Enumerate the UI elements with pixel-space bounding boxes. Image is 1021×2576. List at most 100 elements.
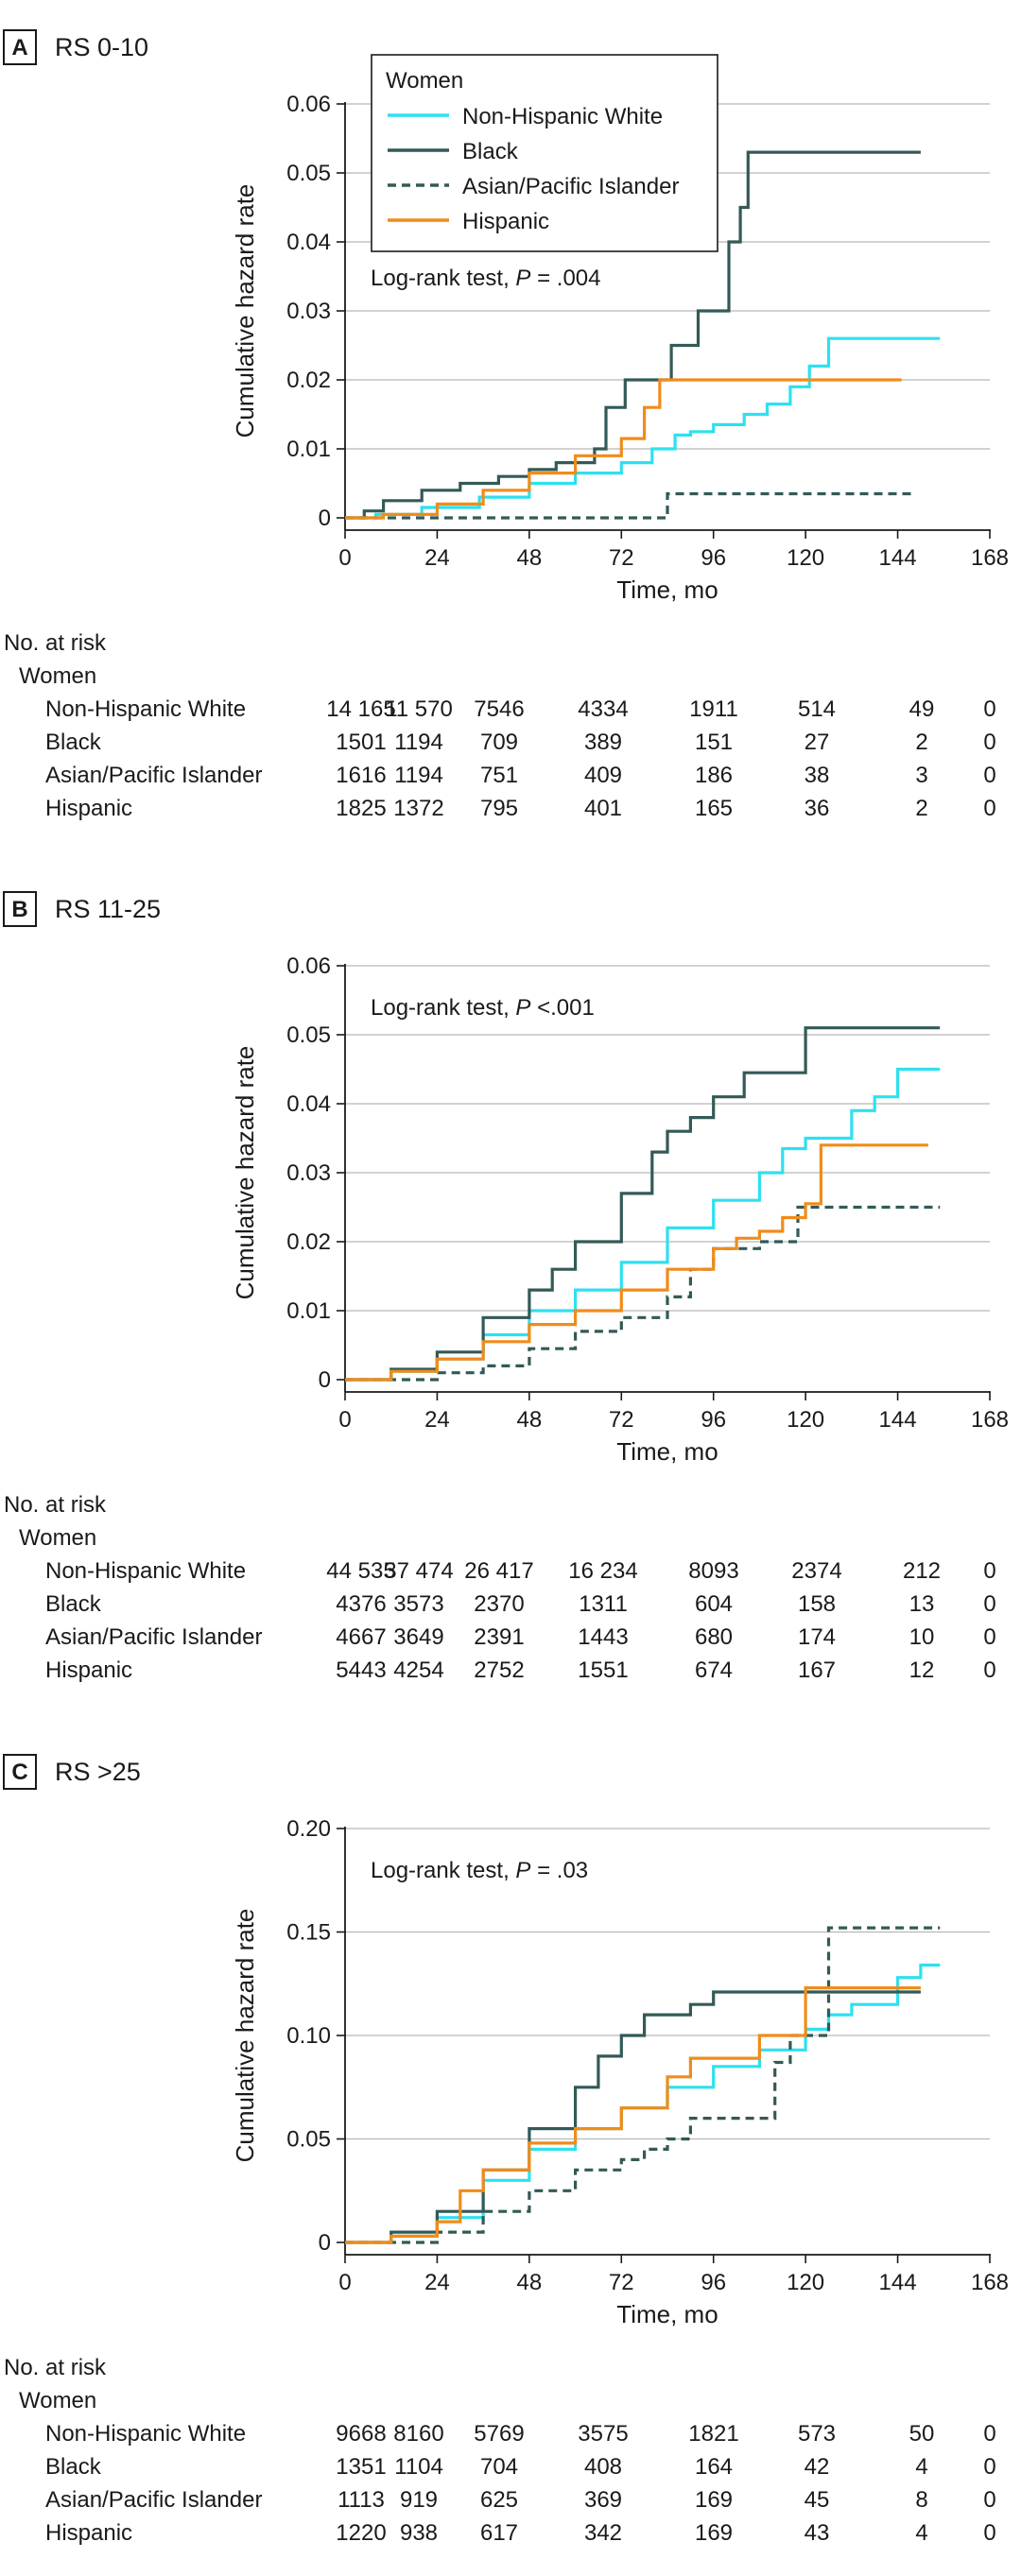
risk-cell: 169 [695,2487,733,2513]
risk-row-label: Black [45,730,102,755]
panel-title: RS >25 [55,1758,141,1786]
risk-cell: 0 [983,2520,995,2546]
x-tick-label: 144 [879,545,917,571]
y-tick-label: 0.02 [286,1229,331,1255]
series-line-hispanic [345,1986,921,2244]
panel-label-box [3,29,37,65]
risk-cell: 1443 [578,1624,628,1650]
risk-cell: 45 [805,2487,830,2513]
y-tick-label: 0.03 [286,299,331,324]
panel-label: B [11,897,27,922]
y-axis-label: Cumulative hazard rate [231,1909,259,2163]
x-tick-label: 48 [517,1407,543,1433]
risk-row-label: Black [45,2454,102,2480]
risk-cell: 3649 [393,1624,443,1650]
y-tick-label: 0.20 [286,1816,331,1842]
risk-cell: 50 [909,2421,935,2447]
risk-cell: 4376 [336,1591,386,1617]
risk-cell: 4 [915,2454,927,2480]
y-tick-label: 0 [319,506,331,531]
x-tick-label: 120 [787,1407,824,1433]
x-tick-label: 168 [971,1407,1009,1433]
risk-cell: 4334 [578,696,628,722]
x-tick-label: 96 [701,2270,726,2295]
risk-cell: 401 [584,796,622,821]
risk-cell: 0 [983,730,995,755]
x-tick-label: 96 [701,1407,726,1433]
risk-cell: 1113 [337,2487,385,2513]
x-tick-label: 48 [517,545,543,571]
risk-cell: 14 165 [326,696,395,722]
risk-row-label: Hispanic [45,796,132,821]
panel-label-box [3,891,37,927]
series-line-non-hispanic-white [345,1067,941,1382]
risk-cell: 1825 [336,796,386,821]
risk-table: No. at risk Women Non-Hispanic White 44 535… [4,1492,996,1683]
risk-cell: 3 [915,763,927,788]
x-tick-label: 24 [424,2270,450,2295]
risk-cell: 11 570 [385,696,453,722]
risk-cell: 43 [805,2520,830,2546]
series-line-black [345,150,921,520]
risk-row-label: Hispanic [45,2520,132,2546]
risk-cell: 169 [695,2520,733,2546]
panel-label: A [11,35,27,60]
panel-title: RS 0-10 [55,33,148,61]
legend-entry: Black [462,139,519,164]
panel-label-box [3,1754,37,1790]
risk-cell: 3575 [578,2421,628,2447]
x-tick-label: 120 [787,545,824,571]
legend-entry: Asian/Pacific Islander [462,174,679,199]
risk-table-group: Women [19,2388,96,2413]
risk-cell: 795 [480,796,518,821]
risk-row-label: Non-Hispanic White [45,2421,246,2447]
y-tick-label: 0.15 [286,1920,331,1946]
risk-table-group: Women [19,1525,96,1551]
risk-cell: 514 [798,696,836,722]
risk-cell: 0 [983,1558,995,1584]
y-tick-label: 0.05 [286,2127,331,2153]
risk-cell: 158 [798,1591,836,1617]
logrank-p: P [515,1858,530,1883]
logrank-prefix: Log-rank test, [371,266,515,291]
x-tick-label: 144 [879,1407,917,1433]
risk-cell: 0 [983,796,995,821]
x-tick-label: 120 [787,2270,824,2295]
risk-cell: 10 [909,1624,935,1650]
risk-cell: 38 [805,763,830,788]
risk-cell: 165 [695,796,733,821]
risk-cell: 37 474 [384,1558,453,1584]
series-line-asian-pacific-islander [345,1205,941,1382]
risk-cell: 369 [584,2487,622,2513]
risk-cell: 4 [915,2520,927,2546]
risk-cell: 1821 [688,2421,738,2447]
risk-cell: 342 [584,2520,622,2546]
risk-cell: 674 [695,1657,733,1683]
risk-cell: 164 [695,2454,733,2480]
y-tick-label: 0.01 [286,437,331,462]
y-tick-label: 0.06 [286,92,331,117]
logrank-annotation: Log-rank test, P <.001 [371,995,595,1021]
risk-cell: 919 [400,2487,438,2513]
risk-cell: 1616 [336,763,386,788]
risk-cell: 0 [983,1624,995,1650]
logrank-p: P [515,266,530,291]
x-tick-label: 72 [609,1407,634,1433]
logrank-value: = .004 [530,266,600,291]
risk-row-label: Black [45,1591,102,1617]
risk-row-label: Hispanic [45,1657,132,1683]
logrank-value: = .03 [530,1858,588,1883]
risk-table-title: No. at risk [4,1492,107,1518]
risk-cell: 2 [915,730,927,755]
risk-cell: 212 [903,1558,941,1584]
risk-cell: 938 [400,2520,438,2546]
risk-cell: 573 [798,2421,836,2447]
y-axis-label: Cumulative hazard rate [231,1046,259,1300]
risk-cell: 1104 [394,2454,443,2480]
legend-entry: Non-Hispanic White [462,104,663,129]
y-tick-label: 0 [319,1367,331,1393]
y-tick-label: 0.04 [286,230,331,255]
risk-cell: 3573 [393,1591,443,1617]
